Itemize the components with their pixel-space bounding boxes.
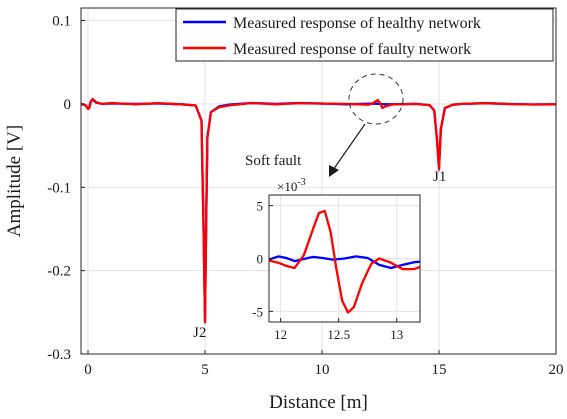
inset-y-tick-label: -5 (252, 304, 263, 319)
main-y-tick-label: 0.1 (52, 14, 71, 30)
legend-box (175, 8, 554, 62)
main-y-tick-label: -0.2 (47, 264, 71, 280)
main-plot-frame (80, 7, 557, 355)
main-y-tick-label: -0.1 (47, 180, 71, 196)
main-y-tick-label: 0 (64, 97, 72, 113)
y-axis-label: Amplitude [V] (4, 125, 25, 237)
inset-plot: 12 12.5 13 5 0 -5 ×10-3 (252, 177, 421, 342)
annotation-soft-fault: Soft fault (245, 153, 302, 169)
inset-series-layer (269, 209, 420, 314)
inset-x-tick-label: 12.5 (327, 327, 350, 342)
legend: Measured response of healthy network Mea… (175, 8, 554, 62)
inset-y-tick-label: 5 (257, 199, 264, 214)
inset-y-scale-factor: ×10-3 (277, 177, 306, 194)
inset-ticks: 12 12.5 13 5 0 -5 (252, 199, 403, 342)
annotation-arrow-head (329, 165, 339, 177)
annotation-j1: J1 (433, 169, 446, 185)
annotation-arrow-shaft (332, 123, 366, 171)
inset-series-line-faulty (269, 209, 420, 314)
main-x-tick-label: 10 (315, 362, 330, 378)
inset-x-tick-label: 13 (390, 327, 403, 342)
main-series-line-faulty (81, 97, 556, 324)
inset-y-scale-base: ×10 (277, 179, 297, 194)
main-x-tick-label: 0 (84, 362, 92, 378)
x-axis-label: Distance [m] (269, 392, 368, 413)
main-x-tick-label: 20 (549, 362, 564, 378)
inset-y-scale-exponent: -3 (297, 177, 305, 188)
main-x-tick-label: 5 (201, 362, 209, 378)
inset-y-tick-label: 0 (257, 252, 264, 267)
inset-x-tick-label: 12 (274, 327, 287, 342)
fault-highlight-circle (348, 73, 404, 125)
main-series-layer (81, 97, 556, 324)
legend-label-faulty: Measured response of faulty network (233, 41, 471, 58)
annotation-j2: J2 (193, 325, 206, 341)
main-x-tick-label: 15 (432, 362, 447, 378)
main-y-tick-label: -0.3 (47, 347, 71, 363)
main-ticks: 0 5 10 15 20 0.1 0 -0.1 -0.2 -0.3 (47, 14, 563, 378)
legend-label-healthy: Measured response of healthy network (233, 15, 481, 32)
